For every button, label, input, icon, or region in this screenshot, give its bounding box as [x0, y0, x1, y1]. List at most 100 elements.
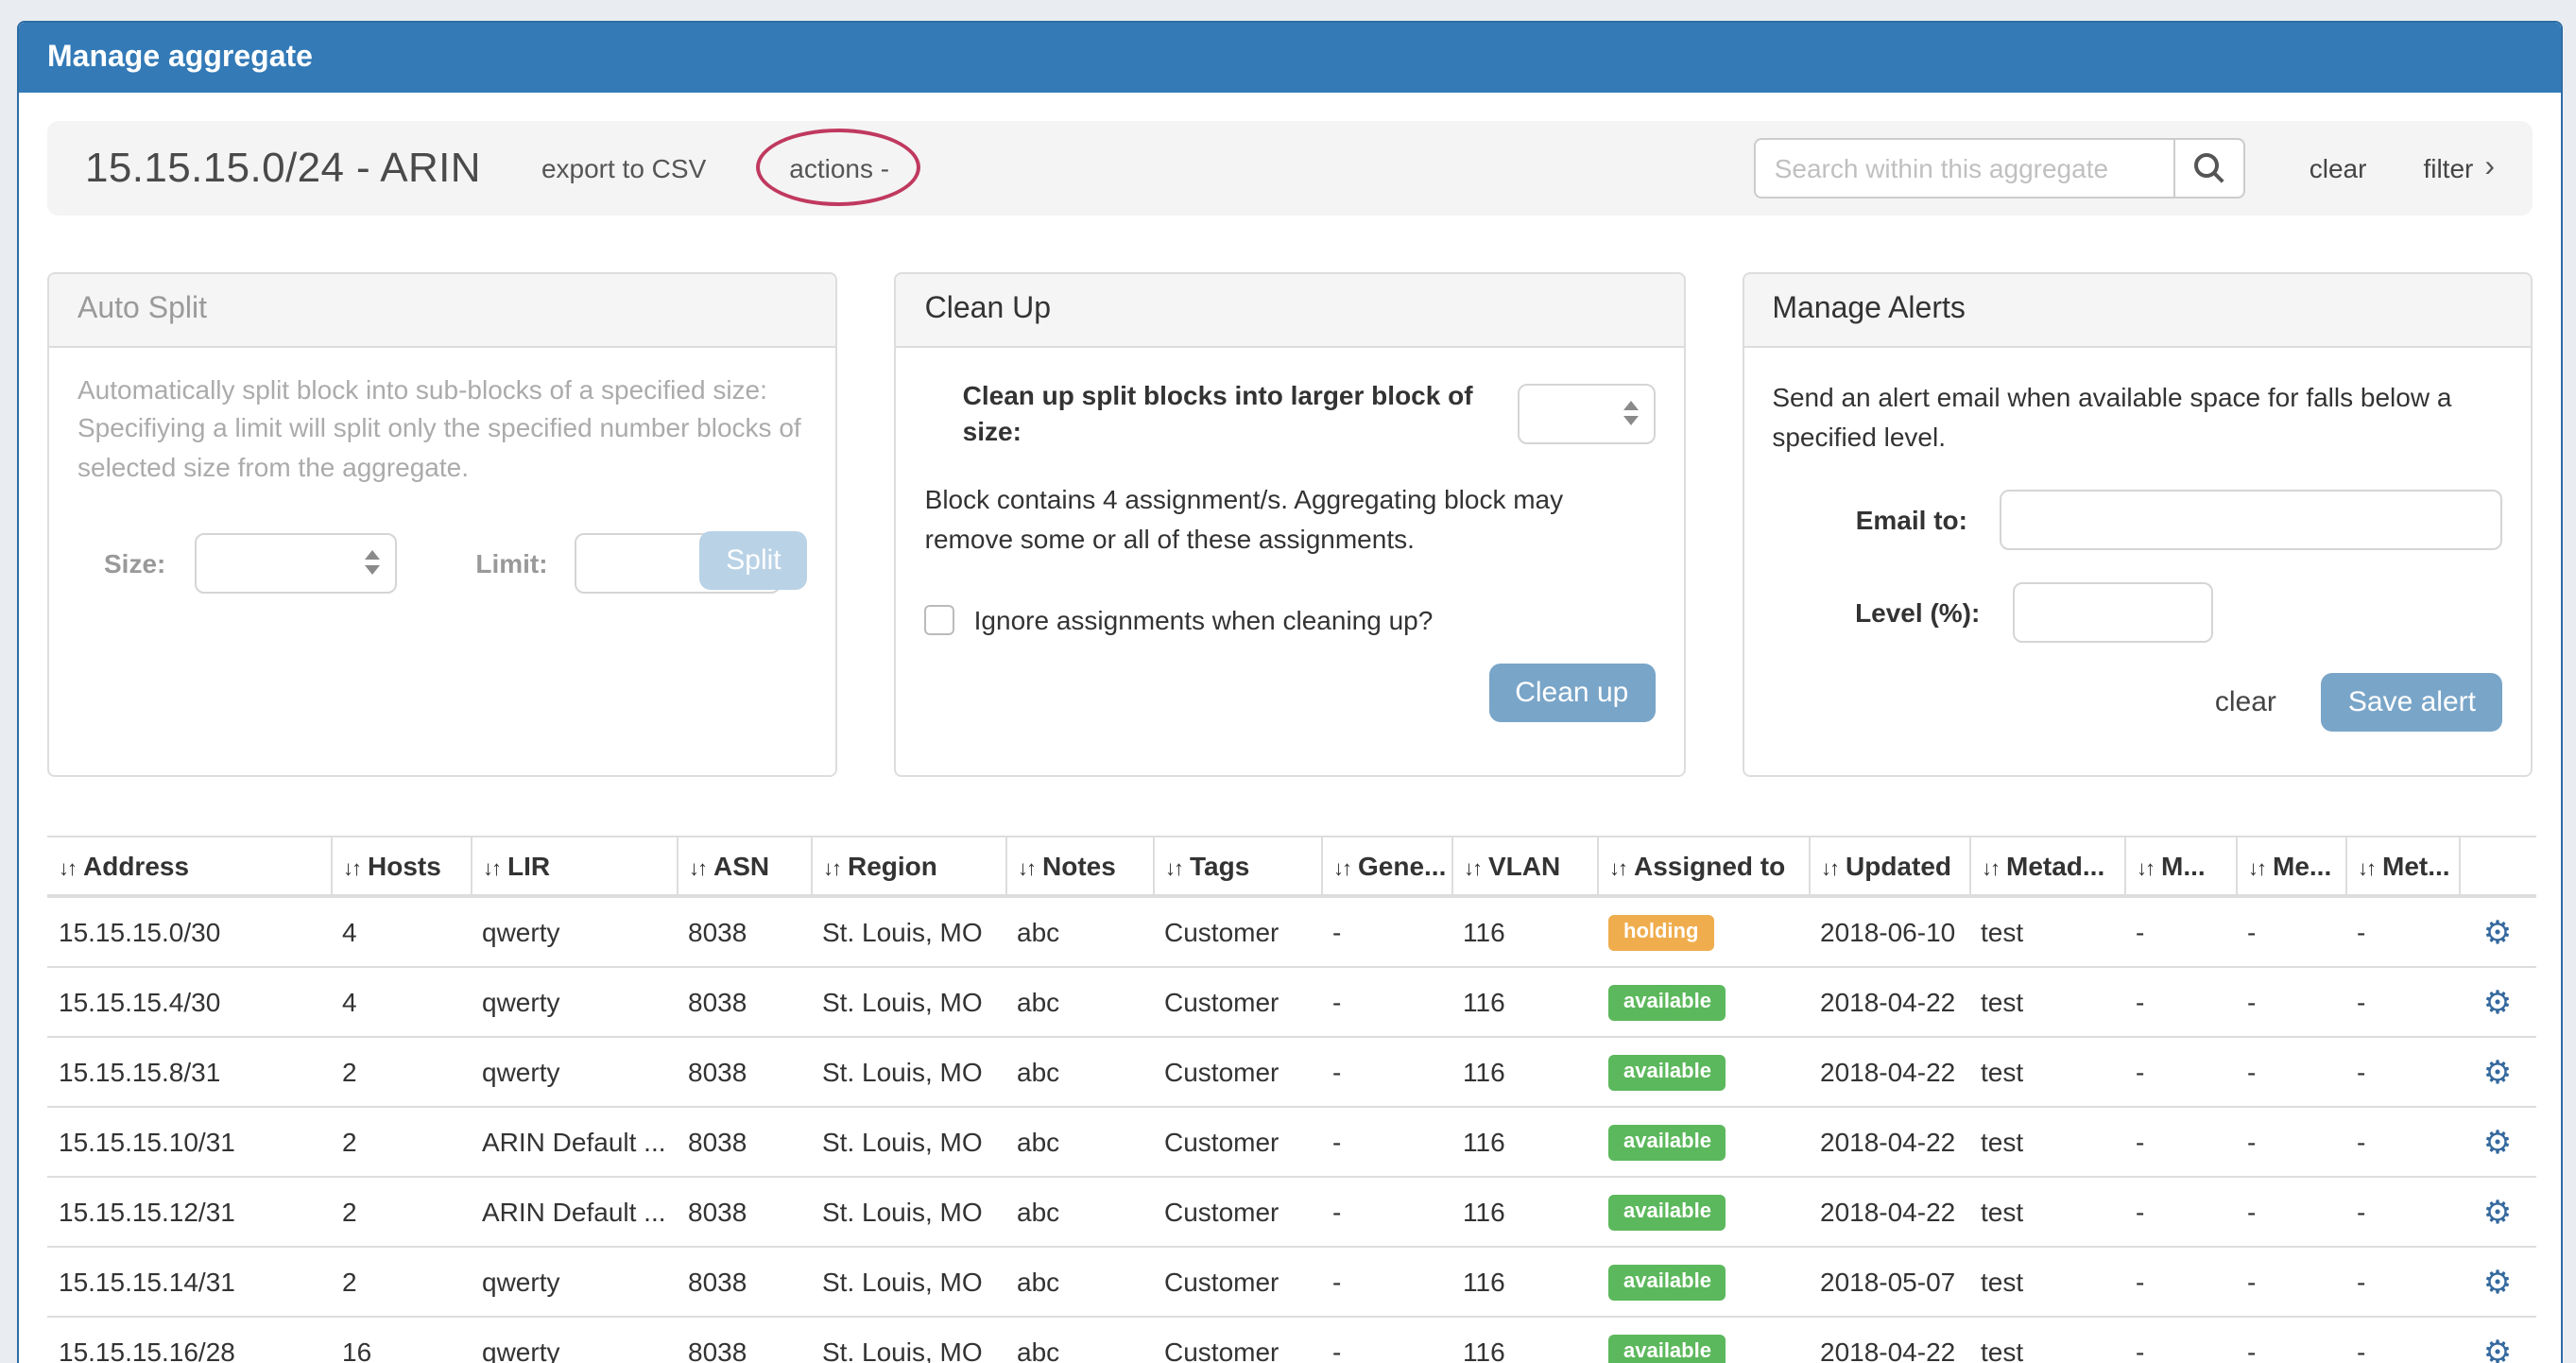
row-actions-cell: ⚙: [2459, 1177, 2536, 1247]
sort-icon: ↓↑: [1464, 858, 1483, 881]
table-cell: -: [1332, 917, 1342, 947]
table-cell: St. Louis, MO: [822, 1267, 983, 1297]
gear-icon[interactable]: ⚙: [2482, 1054, 2513, 1090]
table-cell: abc: [1017, 1337, 1060, 1363]
column-header-asn[interactable]: ↓↑ ASN: [676, 837, 811, 896]
table-cell: St. Louis, MO: [822, 1197, 983, 1227]
email-input[interactable]: [1999, 490, 2502, 550]
sort-icon: ↓↑: [59, 858, 77, 881]
table-cell: 16: [342, 1337, 372, 1363]
sort-icon: ↓↑: [343, 858, 362, 881]
table-cell: abc: [1017, 1267, 1060, 1297]
table-cell: 2: [342, 1127, 357, 1157]
column-header-m[interactable]: ↓↑ M...: [2123, 837, 2236, 896]
panel-body: 15.15.15.0/24 - ARIN export to CSV actio…: [19, 93, 2561, 1363]
clear-search-link[interactable]: clear: [2309, 153, 2367, 183]
gear-icon[interactable]: ⚙: [2482, 1334, 2513, 1363]
table-cell: -: [2357, 1337, 2366, 1363]
table-cell: 15.15.15.16/28: [59, 1337, 235, 1363]
status-badge: available: [1608, 1335, 1726, 1363]
table-cell: -: [2357, 1197, 2366, 1227]
sort-icon: ↓↑: [823, 858, 842, 881]
ignore-assignments-checkbox[interactable]: [924, 604, 955, 635]
row-actions-cell: ⚙: [2459, 967, 2536, 1037]
gear-icon[interactable]: ⚙: [2482, 1264, 2513, 1300]
split-button[interactable]: Split: [699, 531, 808, 590]
gear-icon[interactable]: ⚙: [2482, 1194, 2513, 1230]
table-cell: 2018-04-22: [1820, 1337, 1956, 1363]
auto-split-form: Size: Limit:: [77, 532, 808, 594]
table-row: 15.15.15.14/31 2 qwerty 8038 St. Louis, MO ab…: [47, 1247, 2536, 1317]
table-cell: test: [1981, 917, 2024, 947]
assigned-to-cell: available: [1597, 1247, 1809, 1317]
column-header-metad[interactable]: ↓↑ Metad...: [1968, 837, 2124, 896]
column-header-updated[interactable]: ↓↑ Updated: [1808, 837, 1969, 896]
table-cell: qwerty: [482, 1337, 560, 1363]
column-header-vlan[interactable]: ↓↑ VLAN: [1451, 837, 1597, 896]
assigned-to-cell: available: [1597, 1317, 1809, 1363]
row-actions-cell: ⚙: [2459, 1107, 2536, 1177]
table-cell: St. Louis, MO: [822, 917, 983, 947]
clean-up-size-select[interactable]: [1518, 383, 1656, 444]
column-header-met[interactable]: ↓↑ Met...: [2344, 837, 2459, 896]
ignore-assignments-row: Ignore assignments when cleaning up?: [924, 604, 1656, 635]
clean-up-button[interactable]: Clean up: [1488, 664, 1656, 722]
column-header-assigned-to[interactable]: ↓↑ Assigned to: [1596, 837, 1809, 896]
table-cell: test: [1981, 1337, 2024, 1363]
sort-icon: ↓↑: [1333, 858, 1352, 881]
table-cell: -: [2136, 1197, 2145, 1227]
table-cell: 2018-04-22: [1820, 1197, 1956, 1227]
aggregate-title: 15.15.15.0/24 - ARIN: [85, 144, 481, 191]
alert-clear-link[interactable]: clear: [2214, 686, 2276, 718]
table-cell: -: [1332, 1267, 1342, 1297]
search-group: [1753, 138, 2245, 198]
size-select[interactable]: [194, 532, 397, 594]
search-icon: [2193, 153, 2219, 178]
table-cell: qwerty: [482, 917, 560, 947]
clean-up-size-label: Clean up split blocks into larger block …: [962, 380, 1473, 446]
search-input[interactable]: [1753, 138, 2173, 198]
table-cell: 8038: [688, 1267, 747, 1297]
column-header-me[interactable]: ↓↑ Me...: [2235, 837, 2345, 896]
manage-alerts-description: Send an alert email when available space…: [1772, 382, 2452, 452]
table-cell: abc: [1017, 917, 1060, 947]
status-badge: available: [1608, 1125, 1726, 1161]
gear-icon[interactable]: ⚙: [2482, 914, 2513, 950]
table-cell: abc: [1017, 1197, 1060, 1227]
table-cell: ARIN Default ...: [482, 1127, 666, 1157]
row-actions-cell: ⚙: [2459, 1317, 2536, 1363]
search-button[interactable]: [2172, 138, 2245, 198]
gear-icon[interactable]: ⚙: [2482, 984, 2513, 1020]
table-cell: 116: [1463, 987, 1505, 1017]
filter-link[interactable]: filter ›: [2423, 151, 2495, 185]
sort-icon: ↓↑: [1165, 858, 1184, 881]
sort-icon: ↓↑: [1018, 858, 1037, 881]
table-cell: abc: [1017, 1127, 1060, 1157]
column-header-actions: [2458, 837, 2536, 896]
column-header-notes[interactable]: ↓↑ Notes: [1005, 837, 1153, 896]
sort-icon: ↓↑: [2358, 858, 2377, 881]
assigned-to-cell: available: [1597, 1037, 1809, 1107]
column-header-lir[interactable]: ↓↑ LIR: [470, 837, 677, 896]
export-csv-link[interactable]: export to CSV: [541, 153, 707, 183]
column-header-tags[interactable]: ↓↑ Tags: [1152, 837, 1321, 896]
save-alert-button[interactable]: Save alert: [2321, 673, 2502, 732]
column-header-gene[interactable]: ↓↑ Gene...: [1320, 837, 1451, 896]
table-cell: Customer: [1164, 1267, 1279, 1297]
table-cell: St. Louis, MO: [822, 1057, 983, 1087]
column-header-address[interactable]: ↓↑ Address: [59, 851, 190, 881]
table-cell: 15.15.15.14/31: [59, 1267, 235, 1297]
column-header-hosts[interactable]: ↓↑ Hosts: [330, 837, 471, 896]
column-header-region[interactable]: ↓↑ Region: [810, 837, 1005, 896]
level-input[interactable]: [2012, 582, 2213, 643]
auto-split-description: Automatically split block into sub-block…: [77, 374, 801, 482]
gear-icon[interactable]: ⚙: [2482, 1124, 2513, 1160]
actions-dropdown[interactable]: actions -: [789, 153, 890, 183]
table-cell: -: [2247, 1127, 2257, 1157]
table-cell: -: [2357, 1127, 2366, 1157]
email-row: Email to:: [1772, 490, 2502, 550]
table-row: 15.15.15.8/31 2 qwerty 8038 St. Louis, MO abc…: [47, 1037, 2536, 1107]
table-cell: ARIN Default ...: [482, 1197, 666, 1227]
table-row: 15.15.15.16/28 16 qwerty 8038 St. Louis, MO a…: [47, 1317, 2536, 1363]
